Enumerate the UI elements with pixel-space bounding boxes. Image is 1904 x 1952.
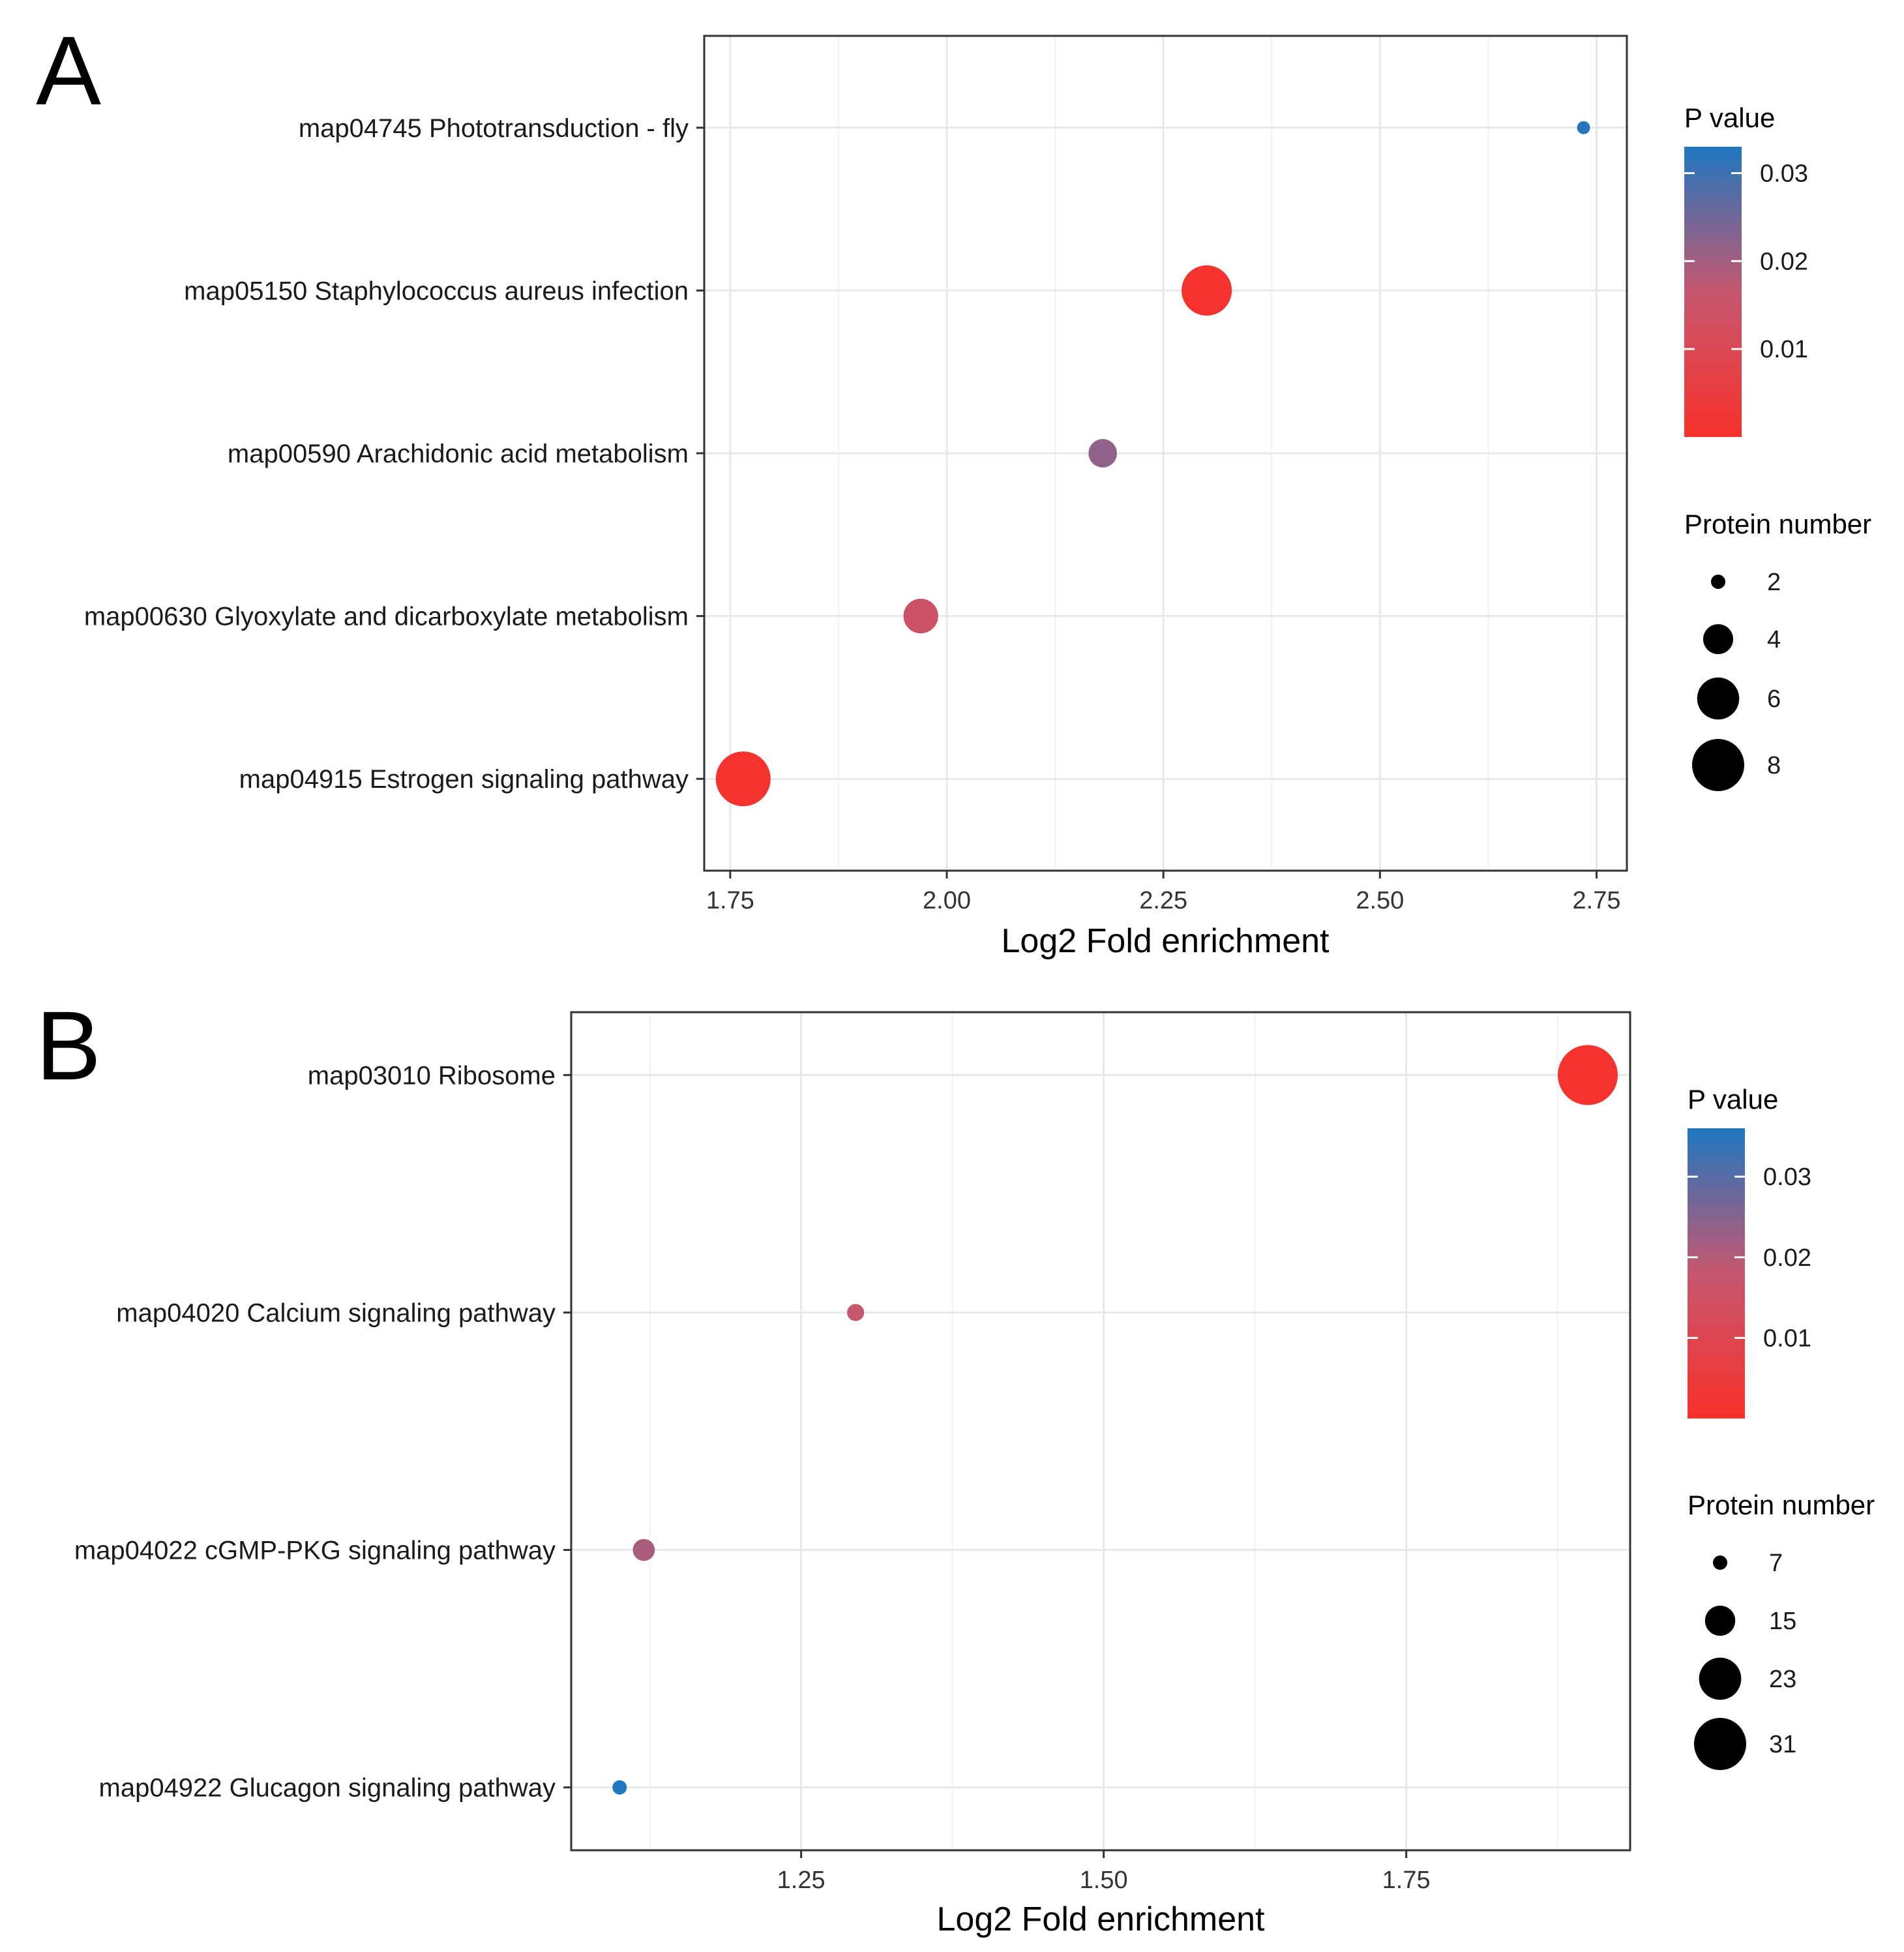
category-label: map05150 Staphylococcus aureus infection bbox=[184, 277, 689, 305]
panel-b-pvalue-colorbar bbox=[1688, 1128, 1745, 1419]
panel-a-x-axis-title: Log2 Fold enrichment bbox=[1002, 922, 1330, 960]
x-tick-label: 2.25 bbox=[1139, 887, 1187, 914]
colorbar-tick-label: 0.02 bbox=[1760, 248, 1808, 275]
colorbar-tick-label: 0.03 bbox=[1763, 1164, 1811, 1191]
category-label: map00590 Arachidonic acid metabolism bbox=[228, 440, 689, 468]
colorbar-tick-label: 0.01 bbox=[1760, 336, 1808, 363]
panel-a-major-gridlines bbox=[704, 36, 1627, 871]
size-legend-dot bbox=[1692, 739, 1744, 791]
panel-b-size-legend-title: Protein number bbox=[1688, 1490, 1875, 1520]
panel-letter-b: B bbox=[36, 991, 101, 1100]
size-legend-label: 8 bbox=[1767, 752, 1781, 779]
data-point bbox=[1182, 265, 1232, 316]
category-label: map03010 Ribosome bbox=[308, 1061, 556, 1090]
panel-a-pvalue-colorbar bbox=[1684, 147, 1742, 437]
category-label: map04020 Calcium signaling pathway bbox=[116, 1299, 556, 1327]
panel-b-pvalue-legend-title: P value bbox=[1688, 1084, 1778, 1115]
panel-a-x-ticks: 1.75 2.00 2.25 2.50 2.75 bbox=[706, 871, 1621, 914]
panel-letter-a: A bbox=[36, 16, 101, 125]
size-legend-dot bbox=[1711, 575, 1725, 589]
data-point bbox=[1088, 439, 1117, 468]
category-label: map04915 Estrogen signaling pathway bbox=[239, 765, 689, 794]
size-legend-label: 15 bbox=[1769, 1608, 1796, 1635]
size-legend-label: 7 bbox=[1769, 1550, 1783, 1577]
colorbar-tick-label: 0.03 bbox=[1760, 160, 1808, 187]
size-legend-dot bbox=[1697, 677, 1740, 720]
category-label: map00630 Glyoxylate and dicarboxylate me… bbox=[84, 603, 689, 631]
size-legend-dot bbox=[1713, 1555, 1727, 1570]
panel-a-points bbox=[715, 121, 1590, 807]
size-legend-label: 23 bbox=[1769, 1666, 1796, 1693]
size-legend-label: 4 bbox=[1767, 626, 1781, 653]
size-legend-label: 2 bbox=[1767, 569, 1781, 596]
panel-b-plot-border bbox=[570, 1011, 1631, 1852]
category-label: map04922 Glucagon signaling pathway bbox=[99, 1774, 556, 1803]
size-legend-dot bbox=[1694, 1718, 1746, 1770]
panel-b-category-labels: map03010 Ribosome map04020 Calcium signal… bbox=[74, 1061, 571, 1803]
data-point bbox=[632, 1539, 655, 1561]
colorbar-tick-label: 0.02 bbox=[1763, 1244, 1811, 1272]
panel-a-pvalue-legend-title: P value bbox=[1684, 102, 1775, 133]
x-tick-label: 1.75 bbox=[706, 887, 754, 914]
panel-a-pvalue-legend-ticks: 0.03 0.02 0.01 bbox=[1684, 160, 1808, 363]
data-point bbox=[715, 751, 771, 807]
data-point bbox=[1577, 121, 1590, 134]
panel-a-category-labels: map04745 Phototransduction - fly map05150… bbox=[84, 114, 704, 794]
panel-b: B map03010 Ribosome map04020 Calcium sign… bbox=[36, 991, 1875, 1938]
panel-b-major-gridlines bbox=[571, 1012, 1630, 1850]
size-legend-label: 31 bbox=[1769, 1731, 1796, 1758]
x-tick-label: 1.75 bbox=[1382, 1867, 1431, 1894]
panel-b-x-axis-title: Log2 Fold enrichment bbox=[937, 1900, 1266, 1938]
data-point bbox=[612, 1780, 627, 1795]
panel-b-pvalue-legend-ticks: 0.03 0.02 0.01 bbox=[1688, 1164, 1811, 1352]
x-tick-label: 1.25 bbox=[777, 1867, 826, 1894]
size-legend-label: 6 bbox=[1767, 685, 1781, 713]
data-point bbox=[847, 1304, 865, 1321]
panel-a-size-legend: 2 4 6 8 bbox=[1692, 569, 1781, 791]
x-tick-label: 2.00 bbox=[923, 887, 971, 914]
colorbar-tick-label: 0.01 bbox=[1763, 1325, 1811, 1352]
panel-b-plot-background bbox=[571, 1012, 1630, 1850]
panel-b-points bbox=[612, 1045, 1618, 1795]
category-label: map04745 Phototransduction - fly bbox=[299, 114, 689, 143]
size-legend-dot bbox=[1699, 1657, 1742, 1700]
x-tick-label: 2.75 bbox=[1573, 887, 1621, 914]
panel-a: A map04745 Phototransduction - fly map051… bbox=[36, 16, 1871, 960]
category-label: map04022 cGMP-PKG signaling pathway bbox=[74, 1537, 556, 1565]
panel-b-size-legend: 7 15 23 31 bbox=[1694, 1550, 1796, 1770]
data-point bbox=[903, 599, 938, 634]
panel-b-x-ticks: 1.25 1.50 1.75 bbox=[777, 1850, 1431, 1894]
x-tick-label: 1.50 bbox=[1080, 1867, 1128, 1894]
size-legend-dot bbox=[1704, 1605, 1736, 1636]
data-point bbox=[1558, 1045, 1618, 1105]
panel-b-minor-gridlines bbox=[649, 1012, 1558, 1850]
size-legend-dot bbox=[1703, 623, 1734, 655]
x-tick-label: 2.50 bbox=[1356, 887, 1404, 914]
panel-a-size-legend-title: Protein number bbox=[1684, 509, 1871, 539]
